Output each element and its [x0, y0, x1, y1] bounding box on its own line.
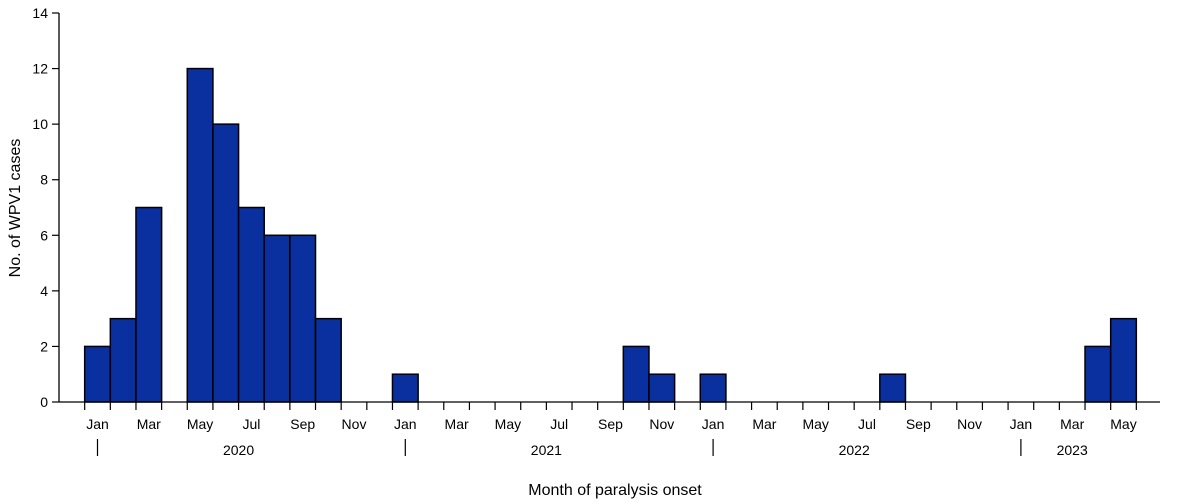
year-label: 2023	[1057, 442, 1088, 458]
y-tick-label: 4	[40, 283, 48, 299]
year-separators: 2020 2021 2022 2023	[96, 439, 1088, 458]
y-tick-label: 8	[40, 172, 48, 188]
x-tick-label: May	[802, 416, 828, 432]
x-tick-label: Jan	[1010, 416, 1033, 432]
y-tick-label: 6	[40, 227, 48, 243]
y-axis-title: No. of WPV1 cases	[7, 139, 24, 278]
bar	[1109, 317, 1138, 403]
x-tick-label: Nov	[342, 416, 367, 432]
y-tick-label: 2	[40, 338, 48, 354]
bar	[648, 373, 676, 403]
x-tick-label: Jan	[702, 416, 725, 432]
x-tick-label: May	[1110, 416, 1136, 432]
bar	[83, 345, 112, 403]
bar	[212, 123, 240, 403]
year-label: 2020	[223, 442, 254, 458]
bar	[879, 373, 907, 403]
x-tick-label: Jul	[242, 416, 260, 432]
bar	[622, 345, 650, 403]
y-axis-ticks: 0 2 4 6 8 10 12 14	[32, 5, 59, 410]
x-tick-label: Sep	[290, 416, 315, 432]
x-tick-label: Mar	[137, 416, 161, 432]
bar	[109, 317, 137, 403]
bar	[699, 373, 727, 403]
year-label: 2022	[839, 442, 870, 458]
bar	[391, 373, 419, 403]
x-tick-label: Sep	[598, 416, 623, 432]
x-tick-label: Nov	[649, 416, 674, 432]
bar	[237, 206, 265, 403]
bar	[263, 234, 291, 403]
x-tick-label: Jul	[858, 416, 876, 432]
year-label: 2021	[531, 442, 562, 458]
bar	[289, 234, 317, 403]
y-tick-label: 0	[40, 394, 48, 410]
y-tick-label: 10	[32, 116, 48, 132]
y-tick-label: 12	[32, 61, 48, 77]
bar	[135, 206, 163, 403]
x-tick-label: May	[495, 416, 521, 432]
bar	[314, 317, 342, 403]
x-axis-ticks: Jan Mar May Jul Sep Nov Jan Mar May Jul Sep Nov Jan M…	[84, 402, 1137, 432]
bars	[83, 67, 1138, 403]
x-tick-label: Jan	[86, 416, 109, 432]
x-tick-label: Jan	[394, 416, 417, 432]
x-tick-label: May	[187, 416, 213, 432]
x-tick-label: Mar	[1060, 416, 1084, 432]
x-tick-label: Nov	[957, 416, 982, 432]
x-tick-label: Mar	[445, 416, 469, 432]
x-tick-label: Jul	[550, 416, 568, 432]
x-tick-label: Sep	[906, 416, 931, 432]
x-tick-label: Mar	[752, 416, 776, 432]
y-tick-label: 14	[32, 5, 48, 21]
bar	[186, 67, 214, 403]
bar	[1084, 345, 1112, 403]
x-axis-title: Month of paralysis onset	[528, 482, 702, 499]
